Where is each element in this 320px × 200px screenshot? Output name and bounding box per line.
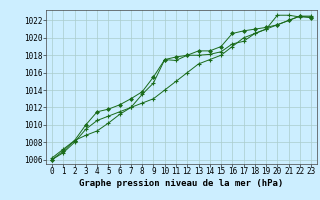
X-axis label: Graphe pression niveau de la mer (hPa): Graphe pression niveau de la mer (hPa): [79, 179, 284, 188]
